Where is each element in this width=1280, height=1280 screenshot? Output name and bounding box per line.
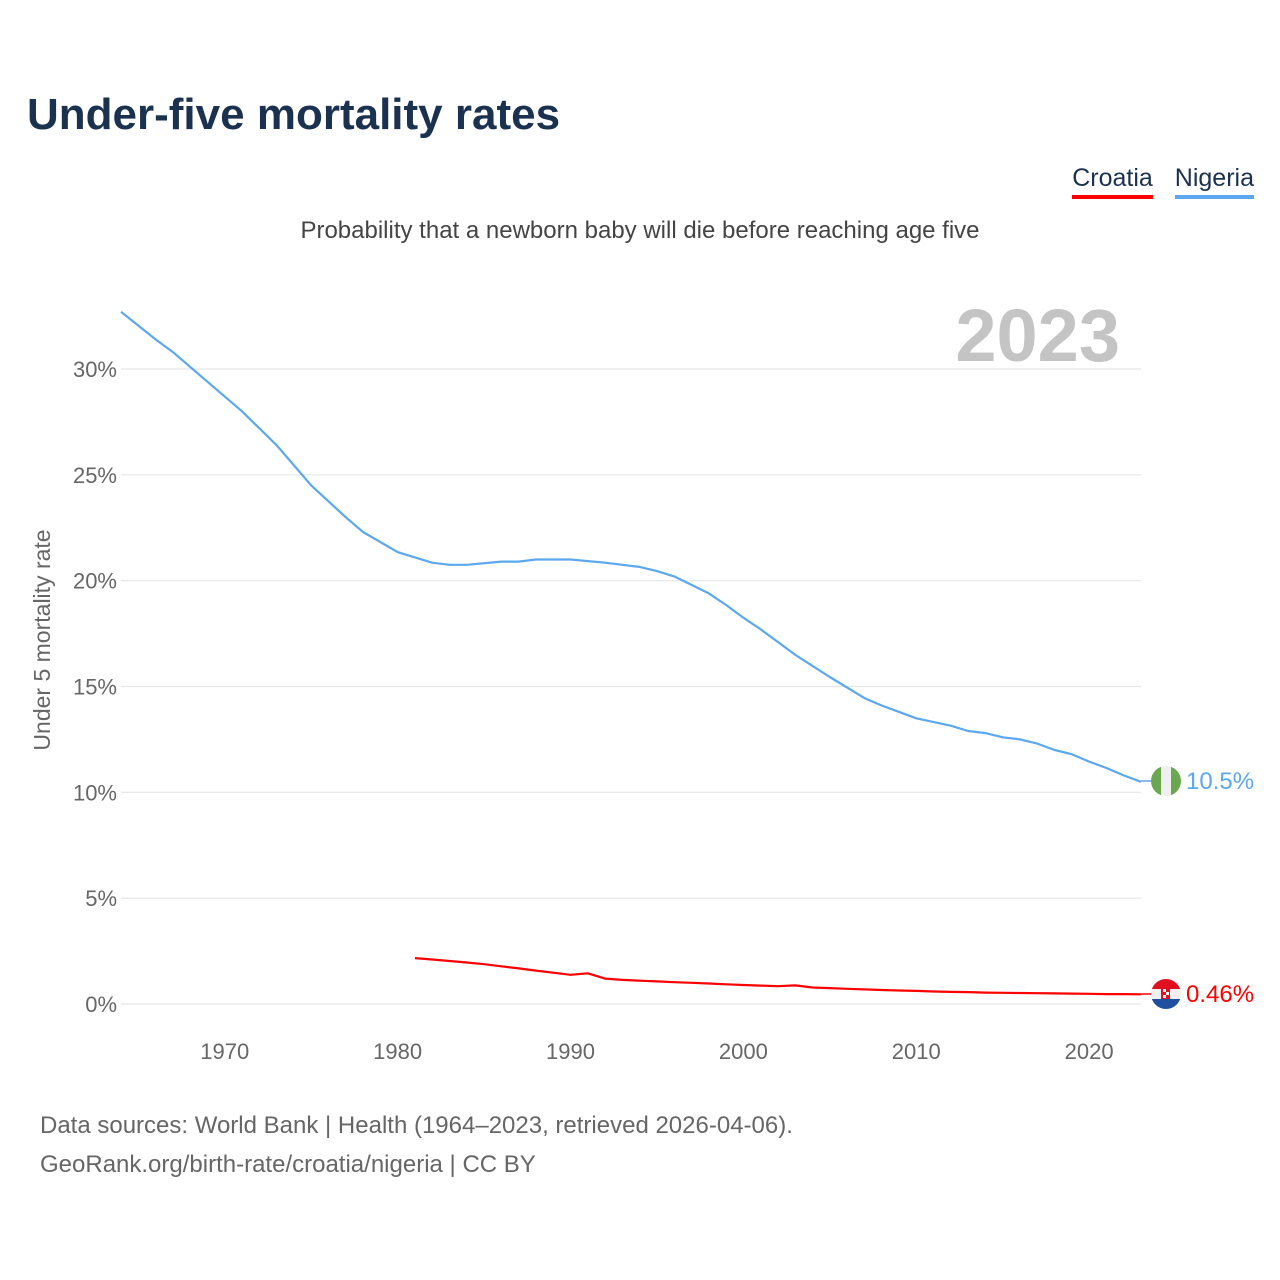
y-tick-label: 20% [73, 569, 117, 594]
legend-item-croatia[interactable]: Croatia [1072, 164, 1153, 199]
year-watermark: 2023 [955, 294, 1120, 377]
source-link[interactable]: GeoRank.org/birth-rate/croatia/nigeria |… [40, 1151, 536, 1178]
y-axis-label: Under 5 mortality rate [29, 529, 55, 750]
series-line-croatia[interactable] [414, 957, 1142, 996]
y-tick-label: 5% [85, 886, 117, 911]
y-tick-label: 10% [73, 780, 117, 805]
y-tick-label: 25% [73, 463, 117, 488]
end-value-label: 10.5% [1186, 768, 1254, 795]
data-source: Data sources: World Bank | Health (1964–… [40, 1112, 793, 1139]
y-tick-label: 0% [85, 992, 117, 1017]
x-tick-label: 1990 [546, 1039, 595, 1064]
legend: Croatia Nigeria [1072, 164, 1254, 199]
chart-title: Under-five mortality rates [27, 90, 561, 139]
x-tick-label: 2020 [1065, 1039, 1114, 1064]
croatia-flag-icon [1151, 979, 1181, 1009]
series-line-nigeria[interactable] [120, 310, 1142, 783]
y-tick-label: 15% [73, 675, 117, 700]
footer: Data sources: World Bank | Health (1964–… [40, 1106, 793, 1184]
x-tick-label: 1980 [373, 1039, 422, 1064]
x-tick-label: 1970 [200, 1039, 249, 1064]
end-value-label: 0.46% [1186, 981, 1254, 1008]
legend-item-nigeria[interactable]: Nigeria [1174, 164, 1254, 199]
y-tick-label: 30% [73, 357, 117, 382]
chart-subtitle: Probability that a newborn baby will die… [300, 217, 980, 244]
x-tick-label: 2000 [719, 1039, 768, 1064]
line-chart: 2023 Under 5 mortality rate 0% 5% 10% 15% 20… [29, 294, 1254, 1064]
x-tick-label: 2010 [892, 1039, 941, 1064]
nigeria-flag-icon [1151, 766, 1181, 796]
